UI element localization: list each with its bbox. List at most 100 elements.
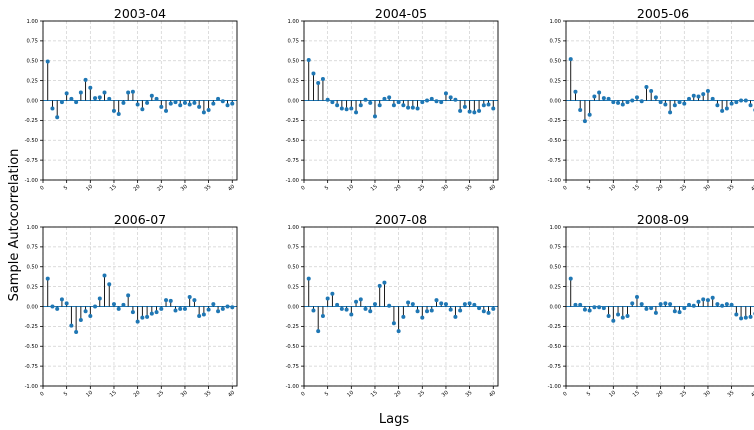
acf-point [335,302,340,307]
acf-point [601,306,606,311]
acf-point [164,298,169,303]
acf-point [682,306,687,311]
acf-point [748,314,753,319]
y-tick-label: 0.50 [549,265,561,271]
acf-point [415,106,420,111]
acf-point [425,98,430,103]
acf-point [135,102,140,107]
acf-point [587,308,592,313]
acf-point [429,96,434,101]
acf-point [159,306,164,311]
acf-point [368,309,373,314]
acf-point [724,302,729,307]
acf-point [111,302,116,307]
acf-point [316,81,321,86]
acf-point [102,273,107,278]
acf-point [467,301,472,306]
acf-point [658,302,663,307]
acf-point [78,318,83,323]
x-tick-label: 30 [441,390,450,399]
acf-point [601,96,606,101]
acf-point [88,314,93,319]
acf-point [672,103,677,108]
acf-point [311,308,316,313]
y-tick-label: 1.00 [549,19,561,25]
acf-point [691,303,696,308]
acf-point [182,306,187,311]
acf-point [639,99,644,104]
acf-point [691,93,696,98]
acf-point [354,299,359,304]
acf-point [429,308,434,313]
acf-point [50,106,55,111]
acf-point [472,110,477,115]
acf-point [330,291,335,296]
acf-point [344,307,349,312]
acf-point [743,315,748,320]
acf-point [197,314,202,319]
acf-point [197,104,202,109]
acf-point [55,306,60,311]
y-tick-label: -0.25 [548,324,561,330]
acf-point [121,100,126,105]
x-tick-label: 40 [488,390,497,399]
y-tick-label: -0.75 [548,158,561,164]
x-tick-label: 25 [156,390,165,399]
y-tick-label: -0.25 [25,118,38,124]
x-tick-label: 35 [204,184,213,193]
acf-point [74,100,79,105]
acf-point [377,283,382,288]
acf-point [481,103,486,108]
acf-panel-6: 2008-09 -1.00 -0.75 -0.50 -0.25 0.00 0.25 0.50 0… [548,212,754,399]
acf-point [316,329,321,334]
acf-point [182,100,187,105]
acf-point [696,94,701,99]
x-tick-label: 10 [608,390,617,399]
acf-point [425,309,430,314]
acf-point [69,323,74,328]
acf-point [634,95,639,100]
acf-point [330,100,335,105]
x-tick-label: 10 [346,184,355,193]
acf-point [69,96,74,101]
y-tick-label: 1.00 [287,19,299,25]
x-tick-label: 5 [63,185,69,192]
panel-title: 2004-05 [375,6,427,21]
x-tick-label: 40 [750,184,754,193]
acf-point [439,100,444,105]
acf-panel-1: 2003-04 -1.00 -0.75 -0.50 -0.25 0.00 0.25 0.50 0… [25,6,238,193]
acf-point [206,307,211,312]
acf-point [349,106,354,111]
acf-point [178,306,183,311]
acf-panel-2: 2004-05 -1.00 -0.75 -0.50 -0.25 0.00 0.25 0.50 0… [286,6,499,193]
y-tick-label: -0.75 [25,158,38,164]
axes-frame [303,20,499,181]
x-tick-label: 15 [632,390,641,399]
acf-point [486,102,491,107]
x-tick-label: 5 [63,391,69,398]
acf-point [107,282,112,287]
acf-point [677,310,682,315]
y-tick-label: -1.00 [25,178,38,184]
acf-point [630,98,635,103]
acf-point [410,105,415,110]
acf-point [358,103,363,108]
acf-point [382,96,387,101]
x-tick-label: 35 [465,390,474,399]
acf-point [306,57,311,62]
acf-point [682,101,687,106]
acf-point [320,314,325,319]
acf-point [434,99,439,104]
acf-point [149,311,154,316]
acf-point [710,96,715,101]
y-tick-label: 0.00 [287,304,299,310]
x-tick-label: 0 [562,185,568,192]
acf-point [111,108,116,113]
x-tick-label: 40 [488,184,497,193]
acf-point [724,106,729,111]
acf-point [573,302,578,307]
y-tick-label: 0.50 [287,59,299,65]
acf-point [658,100,663,105]
acf-point [448,307,453,312]
